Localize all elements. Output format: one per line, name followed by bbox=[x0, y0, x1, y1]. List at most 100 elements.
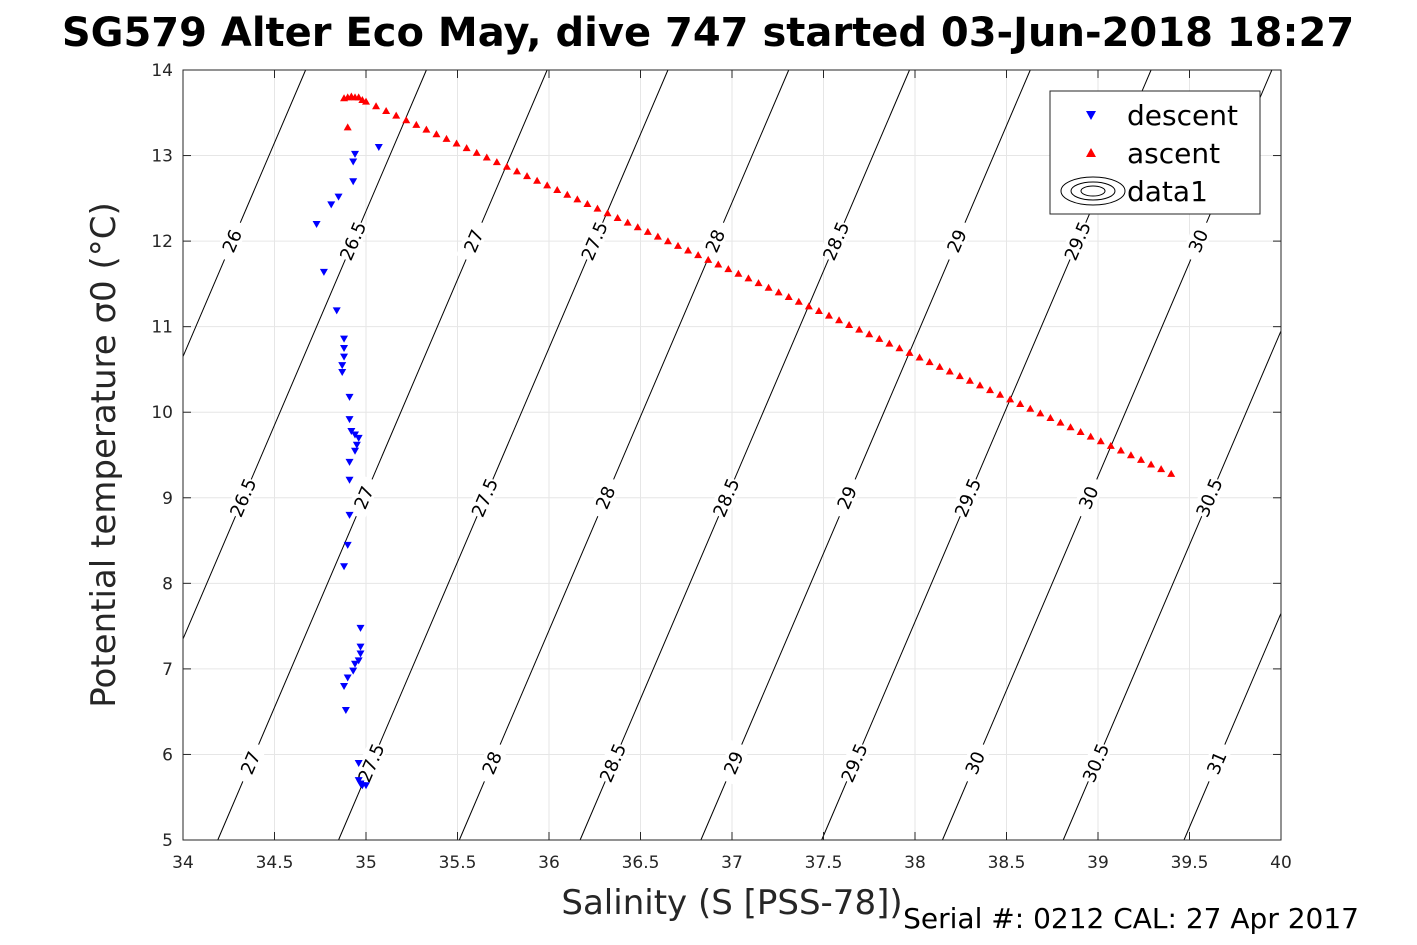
ascent-point-43 bbox=[724, 265, 733, 273]
ascent-point-71 bbox=[1006, 395, 1015, 403]
legend: descent ascent data1 bbox=[1049, 90, 1261, 215]
descent-point-22 bbox=[345, 476, 354, 484]
ascent-point-78 bbox=[1076, 427, 1085, 435]
ascent-point-21 bbox=[502, 162, 511, 170]
ascent-point-26 bbox=[553, 186, 562, 194]
ascent-point-31 bbox=[603, 209, 612, 217]
ascent-point-50 bbox=[794, 297, 803, 305]
ascent-point-9 bbox=[382, 106, 391, 114]
ascent-point-67 bbox=[965, 376, 974, 384]
contour-label-16: 29 bbox=[829, 475, 864, 520]
ascent-point-75 bbox=[1046, 413, 1055, 421]
ascent-point-66 bbox=[955, 372, 964, 380]
ascent-point-63 bbox=[925, 358, 934, 366]
legend-data1-contour-icon bbox=[1060, 176, 1126, 206]
ascent-point-8 bbox=[372, 102, 381, 110]
x-tick-label-6: 37 bbox=[721, 853, 743, 873]
descent-point-33 bbox=[340, 683, 349, 690]
x-tick-label-1: 34.5 bbox=[256, 853, 294, 873]
x-tick-label-9: 38.5 bbox=[988, 853, 1026, 873]
ascent-point-29 bbox=[583, 200, 592, 208]
isopycnal-27 bbox=[217, 69, 548, 841]
legend-ascent-marker bbox=[1086, 148, 1096, 157]
ascent-point-56 bbox=[855, 325, 864, 333]
legend-data1-label: data1 bbox=[1127, 175, 1208, 208]
legend-descent-label: descent bbox=[1127, 99, 1238, 132]
descent-point-8 bbox=[332, 307, 341, 315]
ascent-series bbox=[340, 92, 1176, 477]
descent-point-18 bbox=[354, 434, 363, 442]
descent-point-3 bbox=[349, 178, 358, 186]
ascent-point-82 bbox=[1116, 446, 1125, 454]
descent-point-24 bbox=[343, 541, 352, 549]
descent-point-20 bbox=[351, 447, 360, 455]
ascent-point-36 bbox=[653, 232, 662, 240]
x-axis-ticks: 34 34.5 35 35.5 36 36.5 37 37.5 38 38.5 39 39.5 40 bbox=[172, 70, 1292, 873]
ascent-point-39 bbox=[684, 246, 693, 254]
descent-point-32 bbox=[343, 674, 352, 682]
y-tick-label-5: 10 bbox=[151, 403, 173, 423]
ascent-point-77 bbox=[1066, 423, 1075, 431]
ascent-point-86 bbox=[1157, 465, 1166, 473]
ascent-point-70 bbox=[996, 390, 1005, 398]
ascent-point-44 bbox=[734, 269, 743, 277]
descent-point-11 bbox=[340, 353, 349, 361]
descent-point-26 bbox=[356, 624, 365, 632]
ascent-point-58 bbox=[875, 334, 884, 342]
descent-point-1 bbox=[351, 150, 360, 158]
ascent-point-10 bbox=[392, 111, 401, 119]
ascent-point-41 bbox=[704, 255, 713, 263]
descent-point-6 bbox=[312, 221, 321, 228]
ascent-point-79 bbox=[1086, 432, 1095, 440]
ascent-point-60 bbox=[895, 344, 904, 352]
ascent-point-25 bbox=[543, 181, 552, 189]
x-tick-label-2: 35 bbox=[355, 853, 377, 873]
ascent-point-38 bbox=[674, 241, 683, 249]
descent-series bbox=[312, 144, 383, 790]
descent-point-23 bbox=[345, 511, 354, 519]
ascent-point-55 bbox=[845, 320, 854, 328]
ascent-point-12 bbox=[412, 120, 421, 128]
x-tick-label-10: 39 bbox=[1087, 853, 1109, 873]
ascent-point-15 bbox=[442, 134, 451, 142]
descent-point-25 bbox=[340, 563, 349, 571]
x-tick-label-7: 37.5 bbox=[805, 853, 843, 873]
ascent-point-49 bbox=[784, 293, 793, 301]
ascent-point-16 bbox=[452, 139, 461, 147]
ascent-point-14 bbox=[432, 130, 441, 138]
ascent-point-42 bbox=[714, 260, 723, 268]
descent-point-9 bbox=[340, 335, 349, 343]
descent-point-7 bbox=[319, 268, 328, 276]
ascent-point-11 bbox=[402, 116, 411, 124]
y-tick-label-7: 12 bbox=[151, 232, 173, 252]
contour-label-3: 27 bbox=[455, 218, 491, 264]
legend-descent-marker bbox=[1086, 111, 1096, 120]
ascent-point-52 bbox=[814, 306, 823, 314]
ascent-point-47 bbox=[764, 283, 773, 291]
descent-point-10 bbox=[340, 345, 349, 353]
descent-point-12 bbox=[338, 362, 347, 370]
ascent-point-51 bbox=[804, 302, 813, 310]
isopycnal-26 bbox=[182, 69, 307, 357]
ascent-point-17 bbox=[462, 144, 471, 152]
isopycnal-28.5 bbox=[579, 69, 910, 841]
chart-title: SG579 Alter Eco May, dive 747 started 03… bbox=[62, 10, 1354, 56]
descent-point-27 bbox=[356, 643, 365, 651]
descent-point-35 bbox=[354, 760, 363, 767]
ascent-point-73 bbox=[1026, 404, 1035, 412]
descent-point-15 bbox=[345, 416, 354, 424]
ascent-point-64 bbox=[935, 362, 944, 370]
ascent-point-22 bbox=[512, 167, 521, 175]
y-tick-label-1: 6 bbox=[162, 745, 173, 765]
isopycnal-26.5 bbox=[182, 69, 427, 640]
descent-point-28 bbox=[356, 650, 365, 658]
isopycnal-28 bbox=[458, 69, 790, 841]
ascent-point-46 bbox=[754, 279, 763, 287]
serial-cal-note: Serial #: 0212 CAL: 27 Apr 2017 bbox=[903, 902, 1359, 935]
descent-point-21 bbox=[345, 458, 354, 466]
ascent-point-35 bbox=[643, 227, 652, 235]
y-axis-label: Potential temperature σ0 (°C) bbox=[84, 202, 124, 708]
descent-point-4 bbox=[334, 193, 343, 201]
ascent-point-48 bbox=[774, 288, 783, 296]
